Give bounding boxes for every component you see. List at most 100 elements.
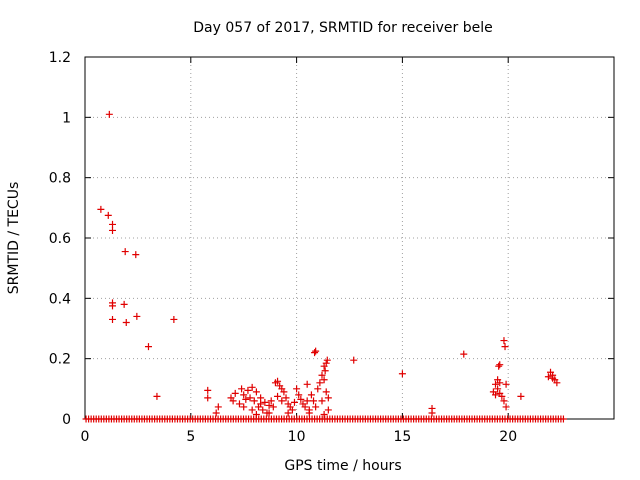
data-point (496, 379, 504, 387)
data-point (305, 409, 313, 417)
data-point (121, 248, 129, 256)
data-point (500, 337, 508, 345)
data-point (559, 415, 567, 423)
data-point (265, 409, 273, 417)
data-point (314, 385, 322, 393)
y-tick-label: 1.2 (49, 50, 71, 66)
data-point (244, 386, 252, 394)
data-point (324, 406, 332, 414)
data-point (252, 410, 260, 418)
data-point (316, 379, 324, 387)
y-axis-label: SRMTID / TECUs (6, 182, 22, 295)
data-point (170, 315, 178, 323)
data-point (500, 397, 508, 405)
data-point (229, 397, 237, 405)
data-point (496, 361, 504, 369)
data-point (242, 395, 250, 403)
data-point (122, 318, 130, 326)
data-point (460, 350, 468, 358)
data-points (82, 110, 567, 423)
data-point (297, 395, 305, 403)
y-tick-label: 1 (62, 110, 71, 126)
data-point (231, 389, 239, 397)
grid-lines (85, 57, 614, 419)
y-tick-label: 0.2 (49, 352, 71, 368)
data-point (269, 403, 277, 411)
data-point (248, 406, 256, 414)
data-point (549, 374, 557, 382)
data-point (492, 380, 500, 388)
data-point (257, 394, 265, 402)
y-tick-label: 0.8 (49, 171, 71, 187)
data-point (257, 400, 265, 408)
data-point (320, 376, 328, 384)
data-point (204, 394, 212, 402)
data-point (492, 391, 500, 399)
data-point (240, 403, 248, 411)
data-point (282, 394, 290, 402)
data-point (284, 409, 292, 417)
data-point (109, 302, 117, 310)
data-point (274, 377, 282, 385)
data-point (307, 391, 315, 399)
data-point (109, 226, 117, 234)
data-point (267, 397, 275, 405)
x-tick-labels: 0 5 10 15 20 (81, 429, 518, 445)
data-point (495, 362, 503, 370)
chart-title: Day 057 of 2017, SRMTID for receiver bel… (193, 20, 492, 36)
data-point (303, 397, 311, 405)
data-point (290, 398, 298, 406)
data-point (144, 343, 152, 351)
data-point (238, 385, 246, 393)
data-point (288, 406, 296, 414)
y-tick-label: 0.4 (49, 291, 71, 307)
data-point (311, 349, 319, 357)
data-point (248, 383, 256, 391)
data-point (318, 371, 326, 379)
data-point (104, 211, 112, 219)
data-point (132, 251, 140, 259)
data-point (323, 356, 331, 364)
data-point (109, 315, 117, 323)
x-tick-label: 20 (499, 429, 517, 445)
data-point (105, 110, 113, 118)
data-point (250, 397, 258, 405)
data-point (120, 300, 128, 308)
data-point (398, 370, 406, 378)
data-point (246, 394, 254, 402)
data-point (204, 386, 212, 394)
data-point (293, 385, 301, 393)
data-point (494, 385, 502, 393)
data-point (278, 397, 286, 405)
data-point (261, 398, 269, 406)
y-tick-labels: 0 0.2 0.4 0.6 0.8 1 1.2 (49, 50, 71, 428)
data-point (240, 391, 248, 399)
data-point (312, 347, 320, 355)
data-point (350, 356, 358, 364)
data-point (312, 403, 320, 411)
data-point (318, 397, 326, 405)
data-point (324, 394, 332, 402)
data-point (214, 403, 222, 411)
data-point (502, 403, 510, 411)
data-point (295, 391, 303, 399)
x-tick-label: 15 (393, 429, 411, 445)
data-point (501, 343, 509, 351)
data-point (517, 392, 525, 400)
data-point (310, 397, 318, 405)
data-point (265, 401, 273, 409)
data-point (97, 205, 105, 213)
x-axis-label: GPS time / hours (284, 458, 401, 474)
data-point (303, 380, 311, 388)
data-point (301, 403, 309, 411)
data-point (544, 373, 552, 381)
data-point (498, 392, 506, 400)
data-point (235, 400, 243, 408)
data-point (320, 410, 328, 418)
data-point (109, 220, 117, 228)
data-point (428, 409, 436, 417)
data-point (502, 380, 510, 388)
data-point (553, 379, 561, 387)
x-tick-label: 10 (288, 429, 306, 445)
